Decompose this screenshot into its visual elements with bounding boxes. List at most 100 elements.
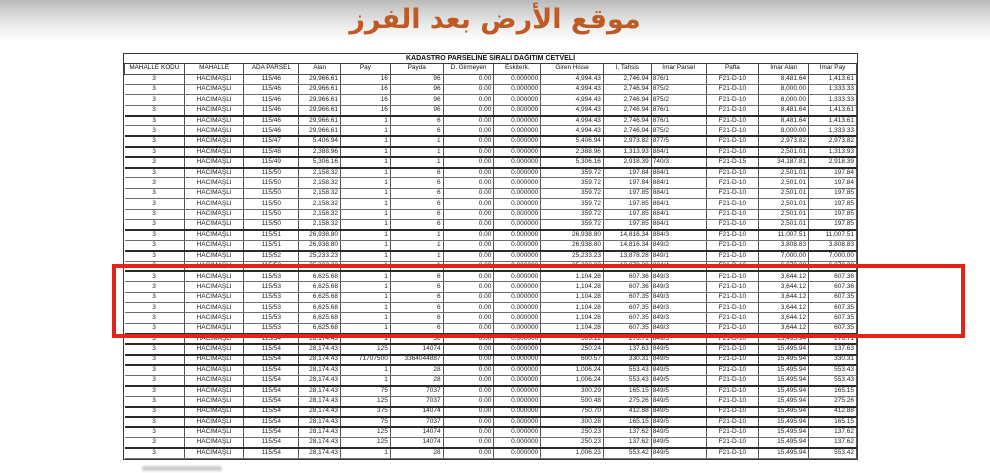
cell: 28 [390, 448, 444, 460]
cell: HACIMAŞLI [184, 198, 245, 210]
cell: 0.00 [443, 448, 495, 460]
cell: 276.71 [808, 333, 857, 346]
cell: 14,816.34 [603, 229, 652, 241]
cell: 2,746.94 [603, 125, 652, 138]
cell: 29,966.61 [298, 74, 342, 85]
cell: 3 [124, 167, 185, 179]
cell: 0.000000 [493, 406, 542, 418]
cell: 849/5 [651, 427, 707, 439]
cell: F21-D-10 [706, 344, 760, 356]
cell: 876/1 [651, 105, 707, 117]
cell: HACIMAŞLI [184, 209, 245, 220]
cell: 1 [340, 146, 391, 159]
cell: 0.000000 [493, 84, 542, 96]
cell: F21-D-10 [706, 448, 760, 460]
cell: 115/48 [243, 146, 300, 159]
cell: 8,000.00 [758, 84, 810, 96]
cell: 6 [390, 167, 444, 179]
cadastre-table: KADASTRO PARSELİNE SIRALI DAĞITIM CETVEL… [124, 54, 857, 460]
cell: 0.000000 [493, 333, 542, 346]
cell: 25,233.23 [298, 261, 342, 273]
table-row: 3 HACIMAŞLI 115/47 5,406.94 1 1 0.00 0.000000 5,… [124, 136, 857, 148]
cell: 26,938.80 [298, 229, 342, 241]
cell: 0.000000 [493, 416, 542, 429]
cell: 14074 [390, 437, 444, 450]
cell: 11,007.51 [808, 229, 857, 241]
cell: 6,625.68 [298, 292, 342, 304]
cell: F21-D-10 [706, 302, 760, 314]
cell: 0.000000 [493, 281, 542, 293]
cell: 7,000.00 [758, 250, 810, 262]
cell: F21-D-10 [706, 125, 760, 138]
cell: 25,233.23 [298, 250, 342, 262]
table-row: 3 HACIMAŞLI 115/46 29,966.61 1 6 0.00 0.000000 4… [124, 115, 857, 127]
cell: 6 [390, 198, 444, 210]
cell: 0.00 [443, 271, 495, 283]
cell: 849/5 [651, 344, 707, 356]
cell: 2,158.32 [298, 177, 342, 189]
cell: 1 [340, 261, 391, 273]
cell: 7037 [390, 396, 444, 408]
column-header: İmar Parsel [650, 62, 707, 75]
cell: 0.000000 [493, 198, 542, 210]
cell: 16 [340, 94, 391, 106]
cell: 28,174.43 [298, 396, 342, 408]
cell: HACIMAŞLI [184, 312, 245, 324]
cell: 6,625.68 [298, 271, 342, 283]
cell: 3 [124, 125, 185, 138]
cell: 553.43 [603, 375, 652, 387]
cell: 3 [124, 74, 185, 85]
cell: 2,918.39 [603, 157, 652, 169]
cell: 3 [124, 312, 185, 324]
cell: 28 [390, 375, 444, 387]
cell: 0.000000 [493, 240, 542, 252]
cell: 8,481.64 [758, 74, 810, 85]
cell: HACIMAŞLI [184, 437, 245, 450]
table-row: 3 HACIMAŞLI 115/48 2,388.96 1 1 0.00 0.000000 2,… [124, 146, 857, 159]
cell: 28,174.43 [298, 333, 342, 346]
table-title-row: KADASTRO PARSELİNE SIRALI DAĞITIM CETVEL… [124, 54, 857, 64]
cell: 412.88 [808, 406, 857, 418]
cell: F21-D-10 [706, 427, 760, 439]
cell: 115/54 [243, 354, 300, 366]
cell: 359.72 [540, 188, 604, 200]
cell: 0.00 [443, 261, 495, 273]
cell: 553.43 [808, 375, 857, 387]
page-title: موقع الأرض بعد الفرز [349, 4, 641, 35]
cell: F21-D-10 [706, 74, 760, 85]
cell: 359.72 [540, 209, 604, 220]
cell: HACIMAŞLI [184, 240, 245, 252]
cell: 0.000000 [493, 209, 542, 220]
cell: 2,501.01 [758, 198, 810, 210]
cell: 2,388.96 [540, 146, 604, 159]
cell: 1 [340, 167, 391, 179]
cell: 0.000000 [493, 292, 542, 304]
cell: 3 [124, 354, 185, 366]
cell: 0.00 [443, 385, 495, 397]
cell: F21-D-10 [706, 261, 760, 273]
cell: 250.23 [540, 437, 604, 450]
cell: 275.26 [603, 396, 652, 408]
cell: 3 [124, 292, 185, 304]
cell: F21-D-10 [706, 396, 760, 408]
cell: 3 [124, 188, 185, 200]
cell: 29,966.61 [298, 125, 342, 138]
cell: 2,746.94 [603, 115, 652, 127]
cell: 750.70 [540, 406, 604, 418]
cell: 0.00 [443, 188, 495, 200]
cell: 8,000.00 [758, 125, 810, 138]
cell: 3,644.12 [758, 271, 810, 283]
cell: 2,388.96 [298, 146, 342, 159]
cell: HACIMAŞLI [184, 333, 245, 346]
cell: 740/3 [651, 157, 707, 169]
cell: 3 [124, 448, 185, 460]
cell: 6 [390, 177, 444, 189]
cell: 276.71 [603, 333, 652, 346]
cell: 412.88 [603, 406, 652, 418]
cell: 607.35 [808, 292, 857, 304]
cell: 359.72 [540, 177, 604, 189]
cell: 6,625.68 [298, 281, 342, 293]
cell: 607.35 [603, 312, 652, 324]
cell: 503.12 [540, 333, 604, 346]
